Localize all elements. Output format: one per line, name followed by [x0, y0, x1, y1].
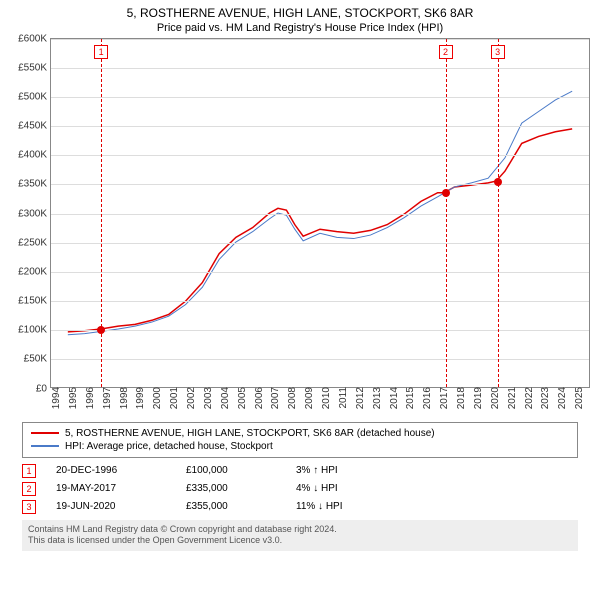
xtick-label: 2023 [536, 387, 551, 409]
xtick-label: 2024 [553, 387, 568, 409]
xtick-label: 2020 [486, 387, 501, 409]
event-date: 19-JUN-2020 [56, 501, 166, 512]
gridline-h [51, 39, 589, 40]
xtick-label: 2000 [148, 387, 163, 409]
event-pct: 3% ↑ HPI [296, 465, 406, 476]
event-row: 1 20-DEC-1996 £100,000 3% ↑ HPI [22, 464, 578, 478]
xtick-label: 1999 [131, 387, 146, 409]
xtick-label: 1995 [64, 387, 79, 409]
xtick-label: 2022 [520, 387, 535, 409]
gridline-h [51, 330, 589, 331]
xtick-label: 2005 [233, 387, 248, 409]
xtick-label: 2011 [334, 387, 349, 409]
event-list: 1 20-DEC-1996 £100,000 3% ↑ HPI 2 19-MAY-2017… [0, 464, 600, 514]
attribution-line2: This data is licensed under the Open Gov… [28, 535, 572, 547]
xtick-label: 2016 [418, 387, 433, 409]
legend-swatch [31, 445, 59, 447]
ytick-label: £300K [18, 208, 51, 219]
gridline-h [51, 243, 589, 244]
event-date: 19-MAY-2017 [56, 483, 166, 494]
xtick-label: 1997 [98, 387, 113, 409]
gridline-h [51, 359, 589, 360]
legend-row: HPI: Average price, detached house, Stoc… [31, 440, 569, 453]
series-line-hpi [68, 91, 572, 335]
gridline-h [51, 272, 589, 273]
gridline-h [51, 214, 589, 215]
event-badge: 2 [22, 482, 36, 496]
xtick-label: 2017 [435, 387, 450, 409]
chart-subtitle: Price paid vs. HM Land Registry's House … [0, 22, 600, 38]
event-dot [97, 326, 105, 334]
event-marker-box: 1 [94, 45, 108, 59]
event-badge: 1 [22, 464, 36, 478]
xtick-label: 2010 [317, 387, 332, 409]
ytick-label: £250K [18, 237, 51, 248]
line-series-svg [51, 39, 589, 387]
gridline-h [51, 155, 589, 156]
xtick-label: 2013 [368, 387, 383, 409]
ytick-label: £550K [18, 62, 51, 73]
xtick-label: 2009 [300, 387, 315, 409]
event-row: 2 19-MAY-2017 £335,000 4% ↓ HPI [22, 482, 578, 496]
xtick-label: 2007 [266, 387, 281, 409]
ytick-label: £450K [18, 121, 51, 132]
ytick-label: £50K [24, 354, 51, 365]
xtick-label: 2014 [385, 387, 400, 409]
event-pct: 11% ↓ HPI [296, 501, 406, 512]
ytick-label: £500K [18, 91, 51, 102]
xtick-label: 2008 [283, 387, 298, 409]
xtick-label: 2025 [570, 387, 585, 409]
ytick-label: £400K [18, 150, 51, 161]
xtick-label: 2021 [503, 387, 518, 409]
xtick-label: 2004 [216, 387, 231, 409]
event-marker-box: 2 [439, 45, 453, 59]
legend-label: HPI: Average price, detached house, Stoc… [65, 441, 273, 452]
legend-box: 5, ROSTHERNE AVENUE, HIGH LANE, STOCKPOR… [22, 422, 578, 458]
event-vline [446, 39, 447, 387]
event-badge: 3 [22, 500, 36, 514]
xtick-label: 2012 [351, 387, 366, 409]
xtick-label: 2015 [401, 387, 416, 409]
attribution-line1: Contains HM Land Registry data © Crown c… [28, 524, 572, 536]
event-marker-box: 3 [491, 45, 505, 59]
xtick-label: 2001 [165, 387, 180, 409]
attribution-box: Contains HM Land Registry data © Crown c… [22, 520, 578, 551]
gridline-h [51, 97, 589, 98]
event-dot [494, 178, 502, 186]
event-pct: 4% ↓ HPI [296, 483, 406, 494]
event-price: £100,000 [186, 465, 276, 476]
xtick-label: 1996 [81, 387, 96, 409]
legend-label: 5, ROSTHERNE AVENUE, HIGH LANE, STOCKPOR… [65, 428, 435, 439]
ytick-label: £150K [18, 296, 51, 307]
legend-row: 5, ROSTHERNE AVENUE, HIGH LANE, STOCKPOR… [31, 427, 569, 440]
gridline-h [51, 184, 589, 185]
event-vline [498, 39, 499, 387]
event-dot [442, 189, 450, 197]
ytick-label: £100K [18, 325, 51, 336]
ytick-label: £350K [18, 179, 51, 190]
plot-area: £0£50K£100K£150K£200K£250K£300K£350K£400… [50, 38, 590, 388]
ytick-label: £600K [18, 33, 51, 44]
gridline-h [51, 301, 589, 302]
xtick-label: 1998 [115, 387, 130, 409]
gridline-h [51, 126, 589, 127]
xtick-label: 2006 [250, 387, 265, 409]
xtick-label: 2019 [469, 387, 484, 409]
event-date: 20-DEC-1996 [56, 465, 166, 476]
ytick-label: £200K [18, 266, 51, 277]
event-row: 3 19-JUN-2020 £355,000 11% ↓ HPI [22, 500, 578, 514]
event-price: £355,000 [186, 501, 276, 512]
event-vline [101, 39, 102, 387]
xtick-label: 2002 [182, 387, 197, 409]
chart-container: 5, ROSTHERNE AVENUE, HIGH LANE, STOCKPOR… [0, 0, 600, 590]
event-price: £335,000 [186, 483, 276, 494]
legend-swatch [31, 432, 59, 434]
xtick-label: 2018 [452, 387, 467, 409]
xtick-label: 2003 [199, 387, 214, 409]
xtick-label: 1994 [47, 387, 62, 409]
chart-title: 5, ROSTHERNE AVENUE, HIGH LANE, STOCKPOR… [0, 0, 600, 22]
gridline-h [51, 68, 589, 69]
